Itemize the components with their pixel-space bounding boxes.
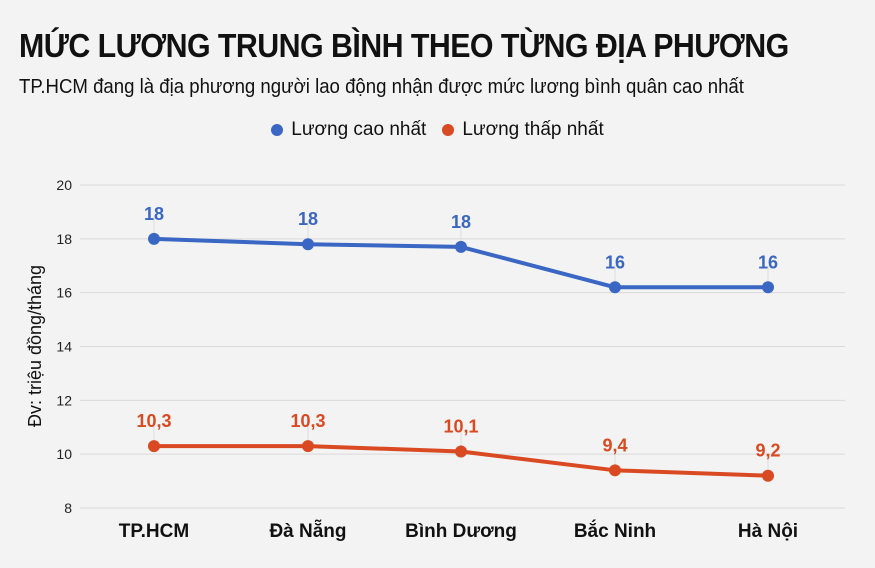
chart-subtitle: TP.HCM đang là địa phương người lao động… <box>19 76 744 98</box>
y-tick-label: 10 <box>56 446 72 462</box>
x-tick-label: Đà Nẵng <box>269 519 346 542</box>
data-value-label: 10,3 <box>136 411 171 431</box>
y-tick-label: 12 <box>56 392 72 408</box>
data-value-label: 10,1 <box>443 416 478 436</box>
data-value-label: 9,4 <box>602 435 627 455</box>
x-axis-ticks: TP.HCM Đà Nẵng Bình Dương Bắc Ninh Hà Nội <box>119 519 798 542</box>
data-point[interactable] <box>302 238 314 251</box>
y-tick-label: 20 <box>56 177 72 193</box>
x-tick-label: TP.HCM <box>119 521 189 542</box>
data-point[interactable] <box>762 469 774 482</box>
data-value-label: 10,3 <box>290 411 325 431</box>
data-point[interactable] <box>302 440 314 453</box>
legend-item-min[interactable]: Lương thấp nhất <box>442 119 604 141</box>
y-axis-label: Đv: triệu đồng/tháng <box>25 265 45 427</box>
y-tick-label: 18 <box>56 231 72 247</box>
legend-dot-icon <box>442 124 455 136</box>
data-value-label: 16 <box>605 252 625 272</box>
data-point[interactable] <box>455 240 467 253</box>
x-tick-label: Hà Nội <box>738 521 798 542</box>
y-tick-label: 8 <box>64 500 72 516</box>
legend-item-max[interactable]: Lương cao nhất <box>271 119 426 141</box>
legend-label: Lương cao nhất <box>291 119 427 140</box>
x-tick-label: Bình Dương <box>405 521 517 542</box>
data-value-label: 18 <box>298 209 318 229</box>
data-point[interactable] <box>148 232 160 245</box>
data-point[interactable] <box>455 445 467 458</box>
data-value-label: 18 <box>144 204 164 224</box>
data-point[interactable] <box>609 464 621 477</box>
y-tick-label: 14 <box>56 339 72 355</box>
gridlines <box>80 184 845 509</box>
data-point[interactable] <box>762 281 774 294</box>
series-0: 18 18 18 16 16 <box>144 204 778 294</box>
chart-title: MỨC LƯƠNG TRUNG BÌNH THEO TỪNG ĐỊA PHƯƠN… <box>19 27 789 64</box>
series-lines: 18 18 18 16 16 10,3 10,3 10,1 9,4 9,2 <box>136 204 781 482</box>
x-tick-label: Bắc Ninh <box>574 520 656 542</box>
legend: Lương cao nhất Lương thấp nhất <box>0 119 875 141</box>
series-1: 10,3 10,3 10,1 9,4 9,2 <box>136 411 781 482</box>
data-point[interactable] <box>609 281 621 294</box>
data-point[interactable] <box>148 440 160 453</box>
data-value-label: 16 <box>758 252 778 272</box>
legend-label: Lương thấp nhất <box>462 119 604 140</box>
data-value-label: 18 <box>451 212 471 232</box>
legend-dot-icon <box>271 124 284 136</box>
y-tick-label: 16 <box>56 285 72 301</box>
data-value-label: 9,2 <box>755 441 780 461</box>
y-axis-ticks: 8 10 12 14 16 18 20 <box>56 177 72 516</box>
